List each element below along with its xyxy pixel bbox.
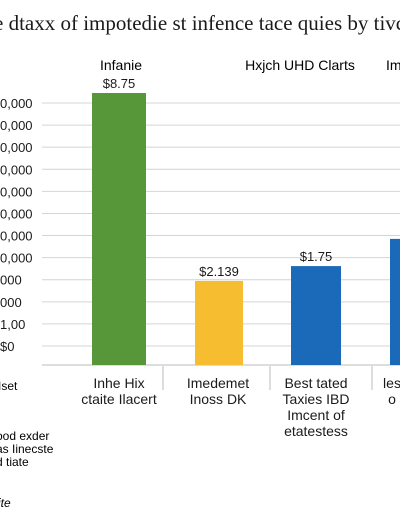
y-tick-label: 0,000 (0, 140, 33, 155)
y-tick-label: 0,000 (0, 251, 33, 266)
bar-2 (195, 280, 243, 365)
footnote-line-2: as Iinecste (0, 442, 54, 456)
bar-4 (390, 238, 400, 365)
series-header-3: Im to (386, 57, 400, 73)
y-tick-label: 0,000 (0, 229, 33, 244)
data-label-3: $1.75 (300, 249, 333, 264)
footnote-line-3: d tiate (0, 455, 29, 469)
x-category-label-1: Inhe Hix ctaite Ilacert (81, 375, 157, 407)
y-tick-label: 1,00 (0, 317, 25, 332)
y-tick-label: 0,000 (0, 162, 33, 177)
x-category-label-3: Best tated Taxies IBD Imcent of etatestess (283, 375, 350, 439)
series-headers: Infanie Hxjch UHD Clarts Im to (100, 57, 400, 73)
bar-3 (291, 266, 341, 365)
x-category-label-4: les o (383, 375, 400, 407)
data-labels: $8.75$2.139$1.75$ (103, 76, 333, 279)
y-tick-label: 000 (0, 295, 22, 310)
x-axis-category-labels: Inhe Hix ctaite Ilacert Imedemet Inoss DK Be… (81, 375, 400, 439)
bar-1 (92, 93, 146, 365)
y-tick-label: $0 (0, 339, 14, 354)
x-category-label-2: Imedemet Inoss DK (187, 375, 249, 407)
y-tick-label: 0,000 (0, 206, 33, 221)
series-header-2: Hxjch UHD Clarts (245, 57, 355, 73)
bars (92, 93, 400, 365)
series-header-1: Infanie (100, 57, 142, 73)
y-tick-label: 0,000 (0, 96, 33, 111)
y-axis-tick-labels: 0,000 0,000 0,000 0,000 0,000 0,000 0,000 0,000… (0, 96, 33, 354)
y-tick-label: 0,000 (0, 184, 33, 199)
data-label-2: $2.139 (199, 264, 239, 279)
source-label: ite (0, 496, 11, 510)
side-label: Iset (0, 379, 18, 393)
chart-title: e dtaxx of impotedie st infence tace qui… (0, 11, 400, 35)
footnote-line-1: ood exder (0, 429, 49, 443)
y-tick-label: 000 (0, 273, 22, 288)
data-label-1: $8.75 (103, 76, 136, 91)
footnote: ood exder as Iinecste d tiate (0, 429, 54, 469)
y-tick-label: 0,000 (0, 118, 33, 133)
